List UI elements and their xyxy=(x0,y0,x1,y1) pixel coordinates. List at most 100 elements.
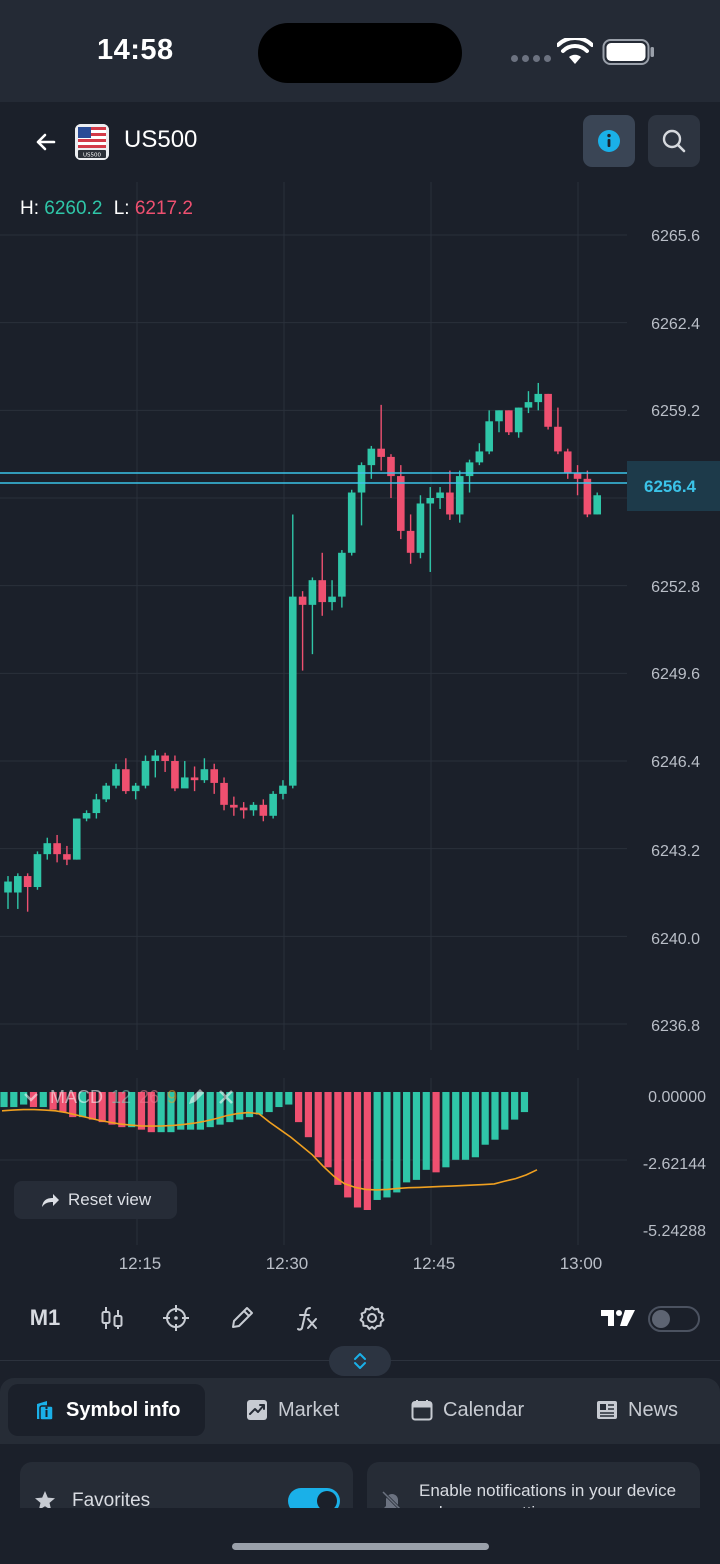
tradingview-logo xyxy=(598,1290,638,1346)
macd-param-slow: 26 xyxy=(139,1086,160,1107)
time-axis-label: 12:30 xyxy=(266,1254,309,1273)
price-axis-label: 6249.6 xyxy=(651,666,700,683)
candle xyxy=(534,382,543,411)
macd-axis-label: 0.00000 xyxy=(648,1089,706,1106)
price-axis-label: 6259.2 xyxy=(651,403,700,420)
reset-view-button[interactable]: Reset view xyxy=(14,1181,177,1219)
macd-bar xyxy=(0,1092,8,1108)
tradingview-toggle[interactable] xyxy=(648,1306,700,1332)
macd-bar xyxy=(344,1092,352,1198)
candle xyxy=(63,845,71,866)
candle xyxy=(406,514,415,564)
high-label: H: xyxy=(20,198,39,219)
drawing-tools-button[interactable] xyxy=(222,1290,262,1346)
price-axis-label: 6262.4 xyxy=(651,316,700,333)
candle xyxy=(239,802,248,819)
notifications-card[interactable]: Enable notifications in your device or b… xyxy=(367,1462,700,1508)
candle xyxy=(593,492,601,515)
tab-symbol-info[interactable]: Symbol info xyxy=(8,1384,205,1436)
chart-type-button[interactable] xyxy=(92,1290,132,1346)
indicators-button[interactable] xyxy=(287,1290,327,1346)
macd-bar xyxy=(373,1092,381,1200)
favorites-toggle[interactable] xyxy=(288,1488,340,1508)
macd-bar xyxy=(216,1092,224,1125)
chevron-down-icon[interactable] xyxy=(20,1086,42,1108)
candle xyxy=(377,404,385,471)
candle xyxy=(554,407,562,455)
candle xyxy=(249,802,258,816)
candle xyxy=(230,796,238,816)
candle xyxy=(455,470,464,523)
macd-bar xyxy=(304,1092,313,1138)
candle xyxy=(279,780,287,800)
macd-bar xyxy=(285,1092,293,1105)
macd-bar xyxy=(353,1092,362,1208)
macd-bar xyxy=(206,1092,214,1128)
candle xyxy=(298,591,307,671)
current-price-value: 6256.4 xyxy=(644,477,696,496)
crosshair-button[interactable] xyxy=(156,1290,196,1346)
candle xyxy=(416,495,425,559)
candle xyxy=(573,465,582,496)
battery-icon xyxy=(602,39,654,65)
symbol-info-cards: Favorites Enable notifications in your d… xyxy=(0,1444,720,1508)
macd-bar xyxy=(275,1092,283,1108)
chart-settings-button[interactable] xyxy=(352,1290,392,1346)
home-indicator[interactable] xyxy=(232,1543,489,1550)
macd-signal-line xyxy=(1,1108,538,1191)
candle xyxy=(387,454,395,498)
favorites-label: Favorites xyxy=(72,1490,151,1508)
candle xyxy=(151,750,160,778)
expand-chevrons-icon xyxy=(354,1353,366,1369)
tab-news[interactable]: News xyxy=(596,1384,678,1436)
remove-indicator-icon[interactable] xyxy=(215,1086,237,1108)
low-value: 6217.2 xyxy=(134,198,193,219)
macd-bar xyxy=(177,1092,185,1130)
tab-label: Calendar xyxy=(443,1398,525,1421)
candle xyxy=(367,445,376,479)
macd-legend-title: MACD xyxy=(50,1086,103,1107)
favorites-card[interactable]: Favorites xyxy=(20,1462,353,1508)
macd-axis: 0.00000 -2.62144 -5.24288 xyxy=(643,1089,706,1240)
macd-bar xyxy=(137,1092,146,1130)
macd-bar xyxy=(520,1092,529,1113)
macd-bar xyxy=(393,1092,401,1193)
price-axis-label: 6265.6 xyxy=(651,228,700,245)
macd-param-fast: 12 xyxy=(111,1086,132,1107)
info-button[interactable] xyxy=(583,115,635,167)
tradingview-logo-icon xyxy=(601,1310,635,1326)
candle xyxy=(308,577,317,655)
macd-bar xyxy=(314,1092,322,1158)
macd-bar xyxy=(147,1092,155,1133)
candle xyxy=(141,755,150,789)
status-bar: 14:58 xyxy=(0,0,720,102)
gear-icon xyxy=(359,1306,385,1330)
macd-legend[interactable]: MACD 12 26 9 xyxy=(20,1086,237,1108)
macd-bar xyxy=(363,1092,371,1210)
edit-indicator-icon[interactable] xyxy=(185,1086,207,1108)
candle xyxy=(426,487,435,572)
header: US500 US500 xyxy=(0,102,720,182)
time-axis-label: 12:45 xyxy=(413,1254,456,1273)
back-arrow-icon[interactable] xyxy=(30,126,62,158)
search-button[interactable] xyxy=(648,115,700,167)
macd-bar xyxy=(186,1092,195,1130)
macd-bar xyxy=(20,1092,28,1105)
candle xyxy=(446,470,454,520)
us-flag-icon: US500 xyxy=(75,124,109,160)
tab-label: News xyxy=(628,1398,679,1421)
macd-bar xyxy=(471,1092,479,1158)
timeframe-button[interactable]: M1 xyxy=(20,1290,70,1346)
price-chart[interactable]: 6265.6 6262.4 6259.2 6252.8 6249.6 6246.4 6243… xyxy=(0,182,720,1282)
candle xyxy=(563,448,572,479)
candle xyxy=(544,393,552,430)
candle xyxy=(200,758,209,783)
candle xyxy=(131,782,140,800)
tab-market[interactable]: Market xyxy=(246,1384,339,1436)
candle xyxy=(269,791,277,819)
macd-bar xyxy=(69,1092,77,1118)
expand-panel-handle[interactable] xyxy=(329,1346,391,1376)
macd-bar xyxy=(412,1092,421,1180)
tab-calendar[interactable]: Calendar xyxy=(411,1384,524,1436)
candle xyxy=(92,793,101,819)
